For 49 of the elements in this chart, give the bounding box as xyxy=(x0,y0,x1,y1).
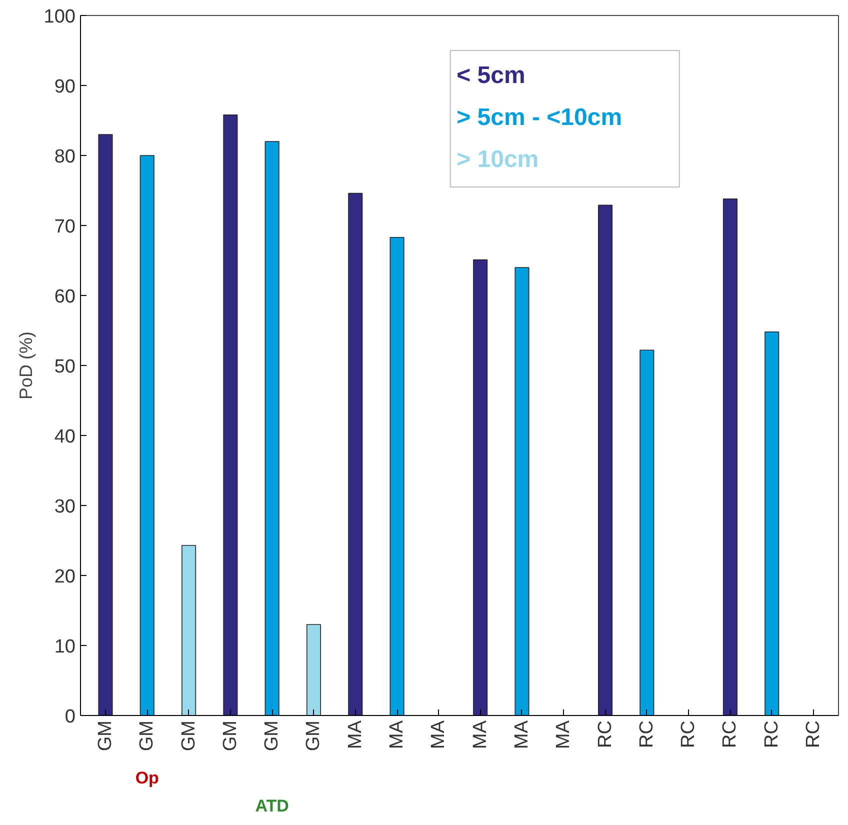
y-tick-label: 30 xyxy=(54,496,76,518)
y-tick-label: 90 xyxy=(54,76,76,98)
bar xyxy=(182,545,196,716)
x-tick-label: GM xyxy=(303,720,324,752)
x-tick-label: RC xyxy=(720,720,741,748)
y-tick-label: 80 xyxy=(54,146,76,168)
bar xyxy=(722,198,738,716)
x-tick-label: MA xyxy=(386,720,408,749)
text: Op xyxy=(135,768,159,788)
bar xyxy=(390,237,404,716)
x-tick-label: MA xyxy=(470,720,491,749)
x-tick-label: GM xyxy=(136,720,158,752)
y-tick-label: 70 xyxy=(54,216,76,238)
text: > 5cm - <10cm xyxy=(456,104,622,131)
text: < 5cm xyxy=(456,62,526,89)
x-tick-label: GM xyxy=(94,720,116,752)
bar xyxy=(264,141,280,716)
x-tick-label: GM xyxy=(178,720,200,752)
x-tick-label: MA xyxy=(553,720,574,749)
y-tick-label: 10 xyxy=(54,636,76,658)
y-tick-label: 100 xyxy=(44,6,76,28)
text: > 10cm xyxy=(456,146,539,173)
bar xyxy=(98,134,113,716)
x-tick-label: RC xyxy=(678,720,700,748)
x-tick-label: RC xyxy=(594,720,616,748)
bar xyxy=(223,114,238,716)
x-tick-label: MA xyxy=(428,720,450,749)
bar xyxy=(640,350,654,716)
y-axis-title: PoD (%) xyxy=(16,331,36,400)
x-tick-label: GM xyxy=(220,720,241,752)
bar xyxy=(598,204,613,716)
bar xyxy=(514,267,530,716)
y-tick-label: 0 xyxy=(64,706,76,728)
bar xyxy=(348,192,363,716)
bar xyxy=(473,259,488,716)
text: ATD xyxy=(255,796,289,816)
y-tick-label: 20 xyxy=(54,566,76,588)
x-tick-label: MA xyxy=(511,720,532,749)
x-tick-label: RC xyxy=(636,720,658,748)
bar xyxy=(764,332,780,716)
bar xyxy=(140,155,154,716)
x-tick-label: MA xyxy=(344,720,366,749)
y-tick-label: 50 xyxy=(54,356,76,378)
y-tick-label: 40 xyxy=(54,426,76,448)
y-tick-label: 60 xyxy=(54,286,76,308)
x-tick-label: RC xyxy=(803,720,824,748)
x-tick-label: GM xyxy=(262,720,283,752)
bar xyxy=(306,624,322,716)
x-tick-label: RC xyxy=(761,720,782,748)
